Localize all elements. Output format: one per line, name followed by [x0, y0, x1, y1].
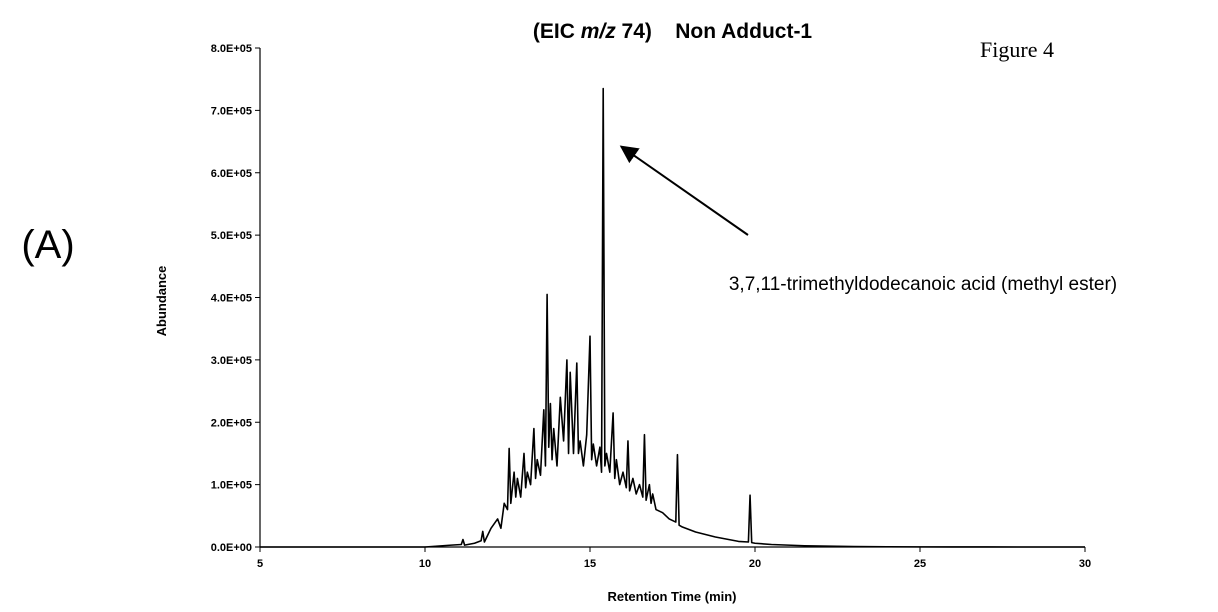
y-tick-label: 2.0E+05 — [211, 417, 252, 429]
figure-label: Figure 4 — [980, 37, 1054, 62]
y-tick-label: 5.0E+05 — [211, 230, 252, 242]
chart-title-part-2: 74) — [616, 20, 652, 43]
annotation-label: 3,7,11-trimethyldodecanoic acid (methyl … — [729, 274, 1117, 295]
x-tick-label: 25 — [914, 558, 926, 570]
x-axis-title: Retention Time (min) — [607, 589, 736, 604]
y-tick-label: 3.0E+05 — [211, 355, 252, 367]
x-tick-label: 20 — [749, 558, 761, 570]
series-line-0 — [260, 87, 1086, 548]
annotation-arrow — [619, 145, 749, 236]
x-tick-label: 30 — [1079, 558, 1091, 570]
x-tick-label: 10 — [419, 558, 431, 570]
y-tick-label: 4.0E+05 — [211, 293, 252, 305]
panel-label: (A) — [21, 223, 74, 267]
chart-title-part-0: (EIC — [533, 20, 581, 43]
y-axis-title: Abundance — [154, 266, 169, 337]
y-tick-label: 6.0E+05 — [211, 168, 252, 180]
chart-title-part-3: Non Adduct-1 — [652, 20, 813, 43]
chart-title-part-1: m/z — [581, 20, 617, 43]
y-tick-label: 8.0E+05 — [211, 43, 252, 55]
chart-title: (EIC m/z 74) Non Adduct-1 — [533, 20, 813, 43]
plot-area: 0.0E+00 1.0E+05 2.0E+05 3.0E+05 4.0E+05 5.0E+… — [211, 43, 1091, 570]
y-tick-label: 7.0E+05 — [211, 105, 252, 117]
x-tick-label: 15 — [584, 558, 596, 570]
x-tick-label: 5 — [257, 558, 263, 570]
y-tick-label: 0.0E+00 — [211, 542, 252, 554]
y-tick-label: 1.0E+05 — [211, 480, 252, 492]
